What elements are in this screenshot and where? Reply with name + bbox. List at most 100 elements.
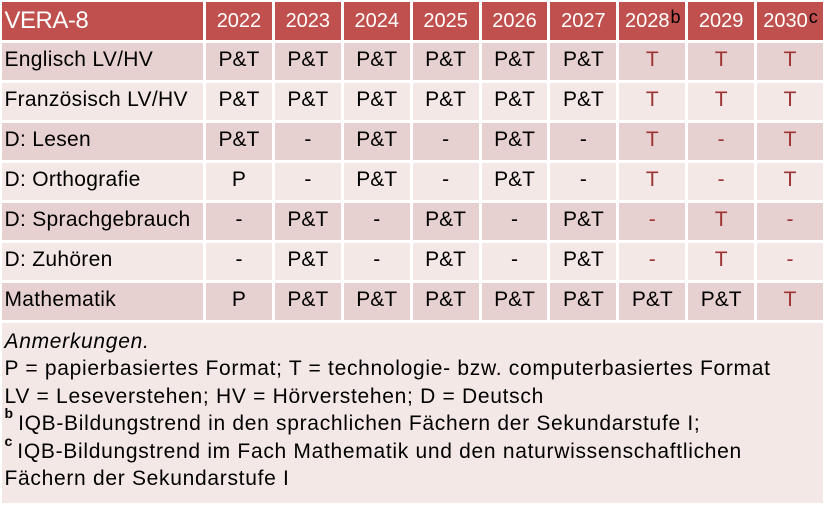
schedule-cell: -	[274, 123, 341, 160]
note-text: P = papierbasiertes Format; T = technolo…	[4, 357, 771, 381]
schedule-cell: -	[688, 163, 755, 200]
year-label: 2026	[492, 9, 537, 32]
schedule-cell: -	[619, 203, 686, 240]
schedule-cell: P&T	[343, 163, 410, 200]
year-column-header: 2028 b	[619, 2, 686, 40]
note-footnote-marker: c	[4, 432, 13, 449]
note-text: IQB-Bildungstrend in den sprachlichen Fä…	[18, 412, 701, 436]
schedule-cell: P	[206, 163, 272, 200]
schedule-cell: -	[757, 203, 823, 240]
schedule-cell: -	[206, 203, 272, 240]
vera8-schedule-table: VERA-8 2022 2023 2024 2025 2026 2027 2028 b 2029 2…	[2, 2, 823, 320]
year-column-header: 2025	[412, 2, 479, 40]
table-corner-header: VERA-8	[2, 2, 203, 40]
schedule-cell: P&T	[343, 123, 410, 160]
schedule-cell: T	[757, 123, 823, 160]
schedule-cell: -	[206, 243, 272, 280]
schedule-cell: T	[619, 43, 686, 80]
schedule-cell: P&T	[206, 43, 272, 80]
year-column-header: 2024	[343, 2, 410, 40]
note-text: IQB-Bildungstrend im Fach Mathematik und…	[4, 439, 742, 491]
note-line: c IQB-Bildungstrend im Fach Mathematik un…	[4, 434, 817, 493]
table-notes: Anmerkungen. P = papierbasiertes Format; …	[2, 323, 823, 503]
schedule-cell: T	[619, 83, 686, 120]
schedule-cell: P&T	[481, 83, 548, 120]
year-label: 2028	[625, 9, 670, 32]
row-label: Mathematik	[2, 283, 203, 320]
schedule-cell: -	[274, 163, 341, 200]
schedule-cell: P&T	[550, 283, 617, 320]
schedule-cell: T	[757, 43, 823, 80]
year-column-header: 2022	[206, 2, 272, 40]
schedule-cell: -	[412, 123, 479, 160]
row-label: Französisch LV/HV	[2, 83, 203, 120]
schedule-cell: -	[550, 163, 617, 200]
row-label: D: Sprachgebrauch	[2, 203, 203, 240]
schedule-cell: P&T	[343, 43, 410, 80]
schedule-cell: P&T	[619, 283, 686, 320]
schedule-cell: -	[343, 243, 410, 280]
year-column-header: 2027	[550, 2, 617, 40]
year-column-header: 2026	[481, 2, 548, 40]
schedule-cell: P&T	[550, 243, 617, 280]
schedule-cell: P&T	[412, 203, 479, 240]
schedule-cell: -	[619, 243, 686, 280]
schedule-cell: P&T	[481, 163, 548, 200]
note-text: LV = Leseverstehen; HV = Hörverstehen; D…	[4, 384, 544, 408]
year-label: 2027	[561, 9, 606, 32]
year-label: 2029	[698, 9, 744, 32]
schedule-cell: P&T	[550, 203, 617, 240]
schedule-cell: P&T	[688, 283, 755, 320]
schedule-cell: P&T	[412, 43, 479, 80]
row-label: D: Lesen	[2, 123, 203, 160]
schedule-cell: P&T	[550, 43, 617, 80]
schedule-cell: P&T	[481, 123, 548, 160]
schedule-cell: -	[757, 243, 823, 280]
year-column-header: 2030 c	[757, 2, 823, 40]
schedule-cell: T	[619, 163, 686, 200]
year-label: 2030	[763, 9, 808, 32]
year-label: 2022	[216, 9, 262, 32]
note-footnote-marker: b	[4, 405, 14, 422]
schedule-cell: P&T	[206, 123, 272, 160]
row-label: Englisch LV/HV	[2, 43, 203, 80]
schedule-cell: T	[688, 203, 755, 240]
schedule-cell: P&T	[412, 283, 479, 320]
note-line: P = papierbasiertes Format; T = technolo…	[5, 355, 817, 383]
schedule-cell: T	[757, 163, 823, 200]
schedule-cell: P	[206, 283, 272, 320]
year-column-header: 2023	[274, 2, 341, 40]
schedule-cell: T	[619, 123, 686, 160]
schedule-cell: P&T	[274, 43, 341, 80]
year-label: 2025	[423, 9, 468, 32]
schedule-cell: T	[688, 243, 755, 280]
schedule-cell: P&T	[343, 83, 410, 120]
schedule-cell: -	[481, 203, 548, 240]
note-line: b IQB-Bildungstrend in den sprachlichen F…	[5, 406, 817, 438]
row-label: D: Zuhören	[2, 243, 203, 280]
schedule-cell: T	[688, 83, 755, 120]
year-label: 2023	[285, 9, 331, 32]
note-line: LV = Leseverstehen; HV = Hörverstehen; D…	[5, 383, 817, 411]
schedule-cell: -	[688, 123, 755, 160]
schedule-cell: T	[757, 283, 823, 320]
schedule-cell: P&T	[274, 243, 341, 280]
schedule-cell: -	[550, 123, 617, 160]
schedule-cell: P&T	[274, 203, 341, 240]
schedule-cell: -	[481, 243, 548, 280]
schedule-cell: P&T	[412, 83, 479, 120]
schedule-cell: P&T	[550, 83, 617, 120]
schedule-cell: P&T	[274, 83, 341, 120]
year-column-header: 2029	[688, 2, 755, 40]
schedule-cell: T	[688, 43, 755, 80]
schedule-cell: P&T	[274, 283, 341, 320]
schedule-cell: P&T	[481, 283, 548, 320]
row-label: D: Orthografie	[2, 163, 203, 200]
year-label: 2024	[354, 9, 399, 32]
schedule-cell: P&T	[343, 283, 410, 320]
schedule-cell: T	[757, 83, 823, 120]
schedule-cell: P&T	[481, 43, 548, 80]
schedule-cell: -	[343, 203, 410, 240]
notes-heading: Anmerkungen.	[4, 329, 150, 353]
